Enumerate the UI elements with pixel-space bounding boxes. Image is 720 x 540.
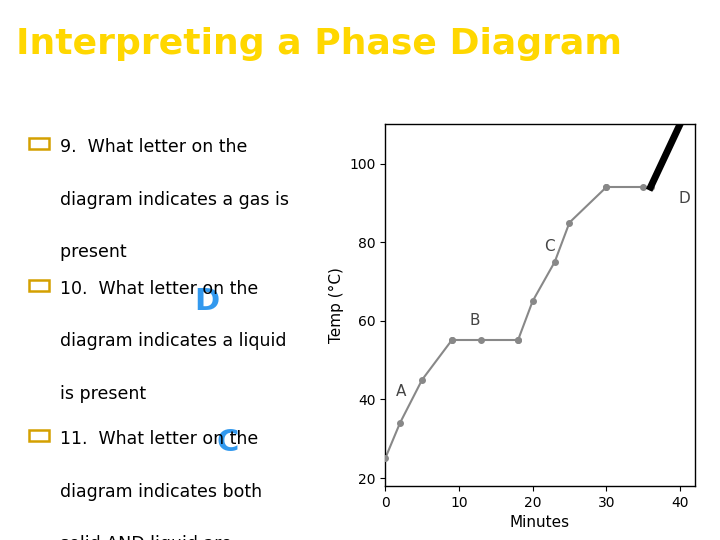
X-axis label: Minutes: Minutes bbox=[510, 515, 570, 530]
Text: Interpreting a Phase Diagram: Interpreting a Phase Diagram bbox=[16, 26, 622, 60]
Bar bbox=[29, 138, 49, 150]
Text: 9.  What letter on the: 9. What letter on the bbox=[60, 138, 247, 157]
Text: solid AND liquid are: solid AND liquid are bbox=[60, 536, 232, 540]
Text: diagram indicates a liquid: diagram indicates a liquid bbox=[60, 333, 287, 350]
Text: C: C bbox=[544, 239, 554, 254]
Text: is present: is present bbox=[60, 385, 151, 403]
Text: D: D bbox=[194, 287, 220, 316]
Text: D: D bbox=[678, 191, 690, 206]
Text: B: B bbox=[470, 313, 480, 328]
Text: 11.  What letter on the: 11. What letter on the bbox=[60, 430, 258, 449]
Text: diagram indicates both: diagram indicates both bbox=[60, 483, 262, 501]
Y-axis label: Temp (°C): Temp (°C) bbox=[328, 267, 343, 343]
Text: diagram indicates a gas is: diagram indicates a gas is bbox=[60, 191, 289, 209]
Text: C: C bbox=[216, 428, 238, 457]
Bar bbox=[29, 430, 49, 441]
Text: only?: only? bbox=[456, 244, 502, 261]
Text: A: A bbox=[396, 384, 407, 399]
Text: present: present bbox=[60, 244, 132, 261]
Text: 10.  What letter on the: 10. What letter on the bbox=[60, 280, 258, 298]
Bar bbox=[29, 280, 49, 291]
Text: only?: only? bbox=[604, 385, 650, 403]
